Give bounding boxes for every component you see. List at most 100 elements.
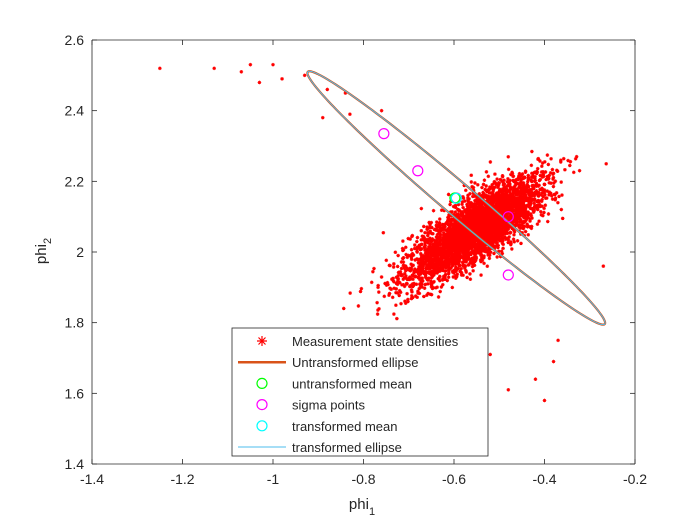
scatter-point bbox=[436, 228, 441, 233]
scatter-point bbox=[429, 272, 434, 277]
scatter-point bbox=[470, 215, 474, 219]
scatter-point bbox=[423, 230, 427, 235]
scatter-point bbox=[415, 245, 420, 250]
scatter-point bbox=[499, 207, 504, 212]
scatter-point bbox=[543, 203, 548, 208]
scatter-point bbox=[487, 201, 491, 205]
scatter-point bbox=[431, 231, 435, 236]
scatter-point bbox=[526, 232, 531, 237]
scatter-point bbox=[424, 276, 429, 281]
scatter-point bbox=[533, 377, 538, 381]
scatter-point bbox=[472, 210, 477, 215]
scatter-point bbox=[482, 195, 486, 199]
scatter-point bbox=[421, 259, 425, 264]
scatter-point bbox=[461, 260, 465, 265]
scatter-point bbox=[382, 294, 387, 299]
scatter-point bbox=[409, 257, 414, 262]
scatter-point bbox=[461, 248, 466, 253]
scatter-point bbox=[409, 266, 414, 270]
scatter-point bbox=[433, 255, 438, 260]
scatter-point bbox=[466, 193, 470, 198]
scatter-point bbox=[423, 238, 428, 243]
scatter-point bbox=[549, 191, 553, 196]
scatter-point bbox=[448, 202, 452, 207]
scatter-point bbox=[425, 225, 429, 229]
y-tick-label: 1.4 bbox=[65, 456, 85, 472]
scatter-point bbox=[539, 198, 544, 203]
scatter-point bbox=[421, 254, 426, 259]
scatter-point bbox=[405, 277, 410, 282]
scatter-point bbox=[423, 282, 428, 287]
scatter-point bbox=[460, 248, 464, 252]
scatter-point bbox=[454, 214, 459, 219]
scatter-point bbox=[519, 214, 523, 218]
scatter-point bbox=[413, 258, 417, 262]
scatter-point bbox=[377, 290, 381, 294]
scatter-point bbox=[489, 213, 494, 217]
scatter-point bbox=[466, 216, 471, 221]
scatter-point bbox=[499, 193, 504, 198]
scatter-point bbox=[468, 277, 473, 282]
scatter-point bbox=[434, 238, 439, 243]
scatter-point bbox=[475, 199, 480, 203]
scatter-point bbox=[441, 268, 445, 272]
scatter-point bbox=[461, 251, 466, 256]
scatter-point bbox=[446, 215, 451, 220]
scatter-point bbox=[384, 283, 389, 287]
scatter-point bbox=[441, 252, 446, 257]
scatter-point bbox=[430, 258, 435, 263]
scatter-point bbox=[491, 185, 495, 190]
scatter-point bbox=[479, 219, 484, 223]
scatter-point bbox=[459, 223, 463, 227]
legend-label: Untransformed ellipse bbox=[292, 355, 418, 370]
scatter-point bbox=[460, 217, 464, 222]
scatter-point bbox=[500, 228, 504, 232]
scatter-point bbox=[426, 241, 430, 245]
scatter-point bbox=[442, 247, 446, 252]
scatter-point bbox=[418, 270, 423, 274]
scatter-point bbox=[453, 267, 458, 271]
scatter-point bbox=[464, 188, 468, 193]
scatter-point bbox=[486, 232, 490, 236]
scatter-point bbox=[446, 275, 451, 279]
scatter-point bbox=[525, 222, 529, 226]
scatter-point bbox=[473, 194, 477, 199]
scatter-point bbox=[526, 177, 531, 182]
scatter-point bbox=[463, 208, 467, 213]
scatter-point bbox=[536, 192, 541, 196]
scatter-point bbox=[540, 191, 545, 195]
scatter-point bbox=[546, 212, 551, 216]
scatter-point bbox=[522, 175, 527, 180]
scatter-point bbox=[493, 234, 497, 239]
scatter-point bbox=[492, 181, 496, 185]
scatter-point bbox=[434, 242, 439, 246]
scatter-point bbox=[437, 221, 442, 226]
scatter-point bbox=[455, 231, 460, 236]
scatter-point bbox=[528, 212, 533, 216]
scatter-point bbox=[470, 249, 475, 254]
scatter-point bbox=[509, 172, 513, 177]
scatter-point bbox=[387, 291, 392, 296]
scatter-point bbox=[517, 184, 521, 189]
scatter-point bbox=[533, 176, 537, 181]
scatter-point bbox=[459, 212, 464, 216]
scatter-point bbox=[425, 227, 430, 231]
scatter-point bbox=[425, 237, 429, 242]
scatter-point bbox=[469, 173, 474, 178]
scatter-point bbox=[532, 197, 537, 201]
scatter-point bbox=[500, 179, 504, 184]
scatter-point bbox=[462, 259, 467, 264]
scatter-point bbox=[505, 217, 510, 222]
scatter-point bbox=[549, 194, 554, 198]
scatter-point bbox=[477, 247, 481, 252]
scatter-point bbox=[212, 66, 216, 71]
scatter-point bbox=[480, 209, 485, 214]
scatter-point bbox=[371, 269, 375, 274]
scatter-point bbox=[528, 202, 533, 206]
scatter-point bbox=[325, 87, 330, 92]
scatter-point bbox=[399, 266, 404, 271]
scatter-point bbox=[425, 233, 430, 238]
scatter-point bbox=[526, 173, 531, 178]
plot-area bbox=[158, 62, 608, 403]
scatter-point bbox=[457, 259, 462, 264]
